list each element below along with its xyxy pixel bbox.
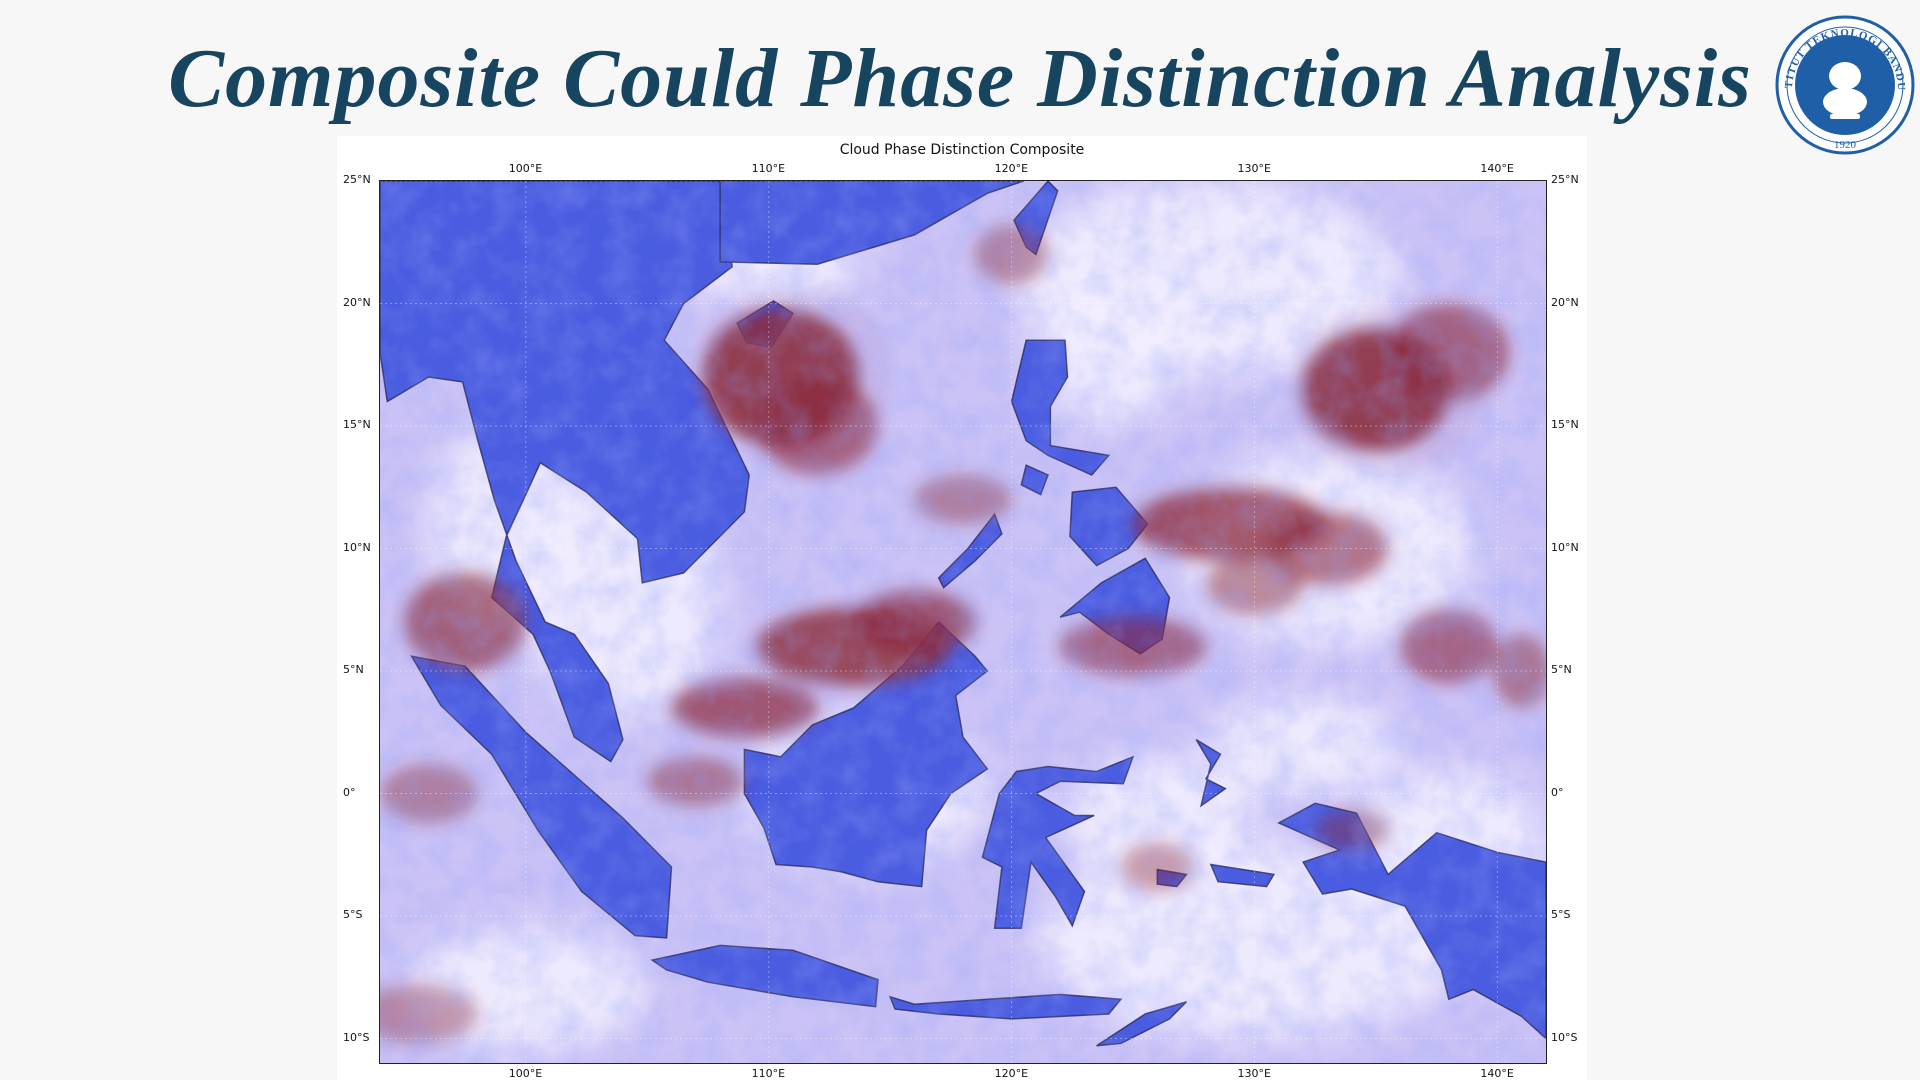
lat-tick-left-0: 25°N	[343, 173, 371, 186]
lat-tick-right-1: 20°N	[1551, 295, 1579, 309]
lat-tick-right-6: 5°S	[1551, 908, 1571, 921]
lon-tick-bottom-3: 130°E	[1237, 1067, 1271, 1080]
slide-title: Composite Could Phase Distinction Analys…	[168, 32, 1752, 125]
figure-title: Cloud Phase Distinction Composite	[839, 142, 1085, 158]
lat-tick-right-3: 10°N	[1551, 540, 1579, 554]
graticule	[380, 181, 1546, 1063]
lat-tick-right-5: 0°	[1551, 785, 1564, 799]
lon-tick-bottom-0: 100°E	[508, 1067, 543, 1080]
lat-tick-right-4: 5°N	[1551, 663, 1572, 676]
lat-tick-left-7: 10°S	[343, 1030, 370, 1044]
lat-tick-right-2: 15°N	[1551, 418, 1579, 431]
lon-tick-bottom-1: 110°E	[751, 1067, 786, 1080]
lon-tick-bottom-2: 120°E	[994, 1067, 1029, 1080]
lat-tick-left-5: 0°	[343, 785, 356, 799]
lon-tick-top-1: 110°E	[751, 162, 786, 175]
lon-tick-top-2: 120°E	[994, 162, 1029, 175]
map-canvas	[380, 181, 1546, 1063]
lat-tick-right-0: 25°N	[1551, 173, 1579, 186]
lat-tick-left-4: 5°N	[343, 663, 364, 676]
lon-tick-top-4: 140°E	[1480, 162, 1514, 175]
lon-tick-bottom-4: 140°E	[1480, 1067, 1514, 1080]
map-figure: Cloud Phase Distinction Composite 100°E 1…	[337, 136, 1587, 1080]
lat-tick-left-6: 5°S	[343, 908, 363, 921]
lat-tick-left-2: 15°N	[343, 418, 371, 431]
lat-tick-left-3: 10°N	[343, 540, 371, 554]
ganesha-emblem-icon	[1823, 62, 1867, 119]
logo-year: 1920	[1834, 139, 1857, 151]
lon-tick-top-0: 100°E	[508, 162, 543, 175]
lat-tick-right-7: 10°S	[1551, 1030, 1578, 1044]
itb-logo: INSTITUT TEKNOLOGI BANDUNG 1920	[1774, 14, 1915, 155]
lat-tick-left-1: 20°N	[343, 295, 371, 309]
satellite-composite-map	[379, 180, 1547, 1064]
lon-tick-top-3: 130°E	[1237, 162, 1271, 175]
